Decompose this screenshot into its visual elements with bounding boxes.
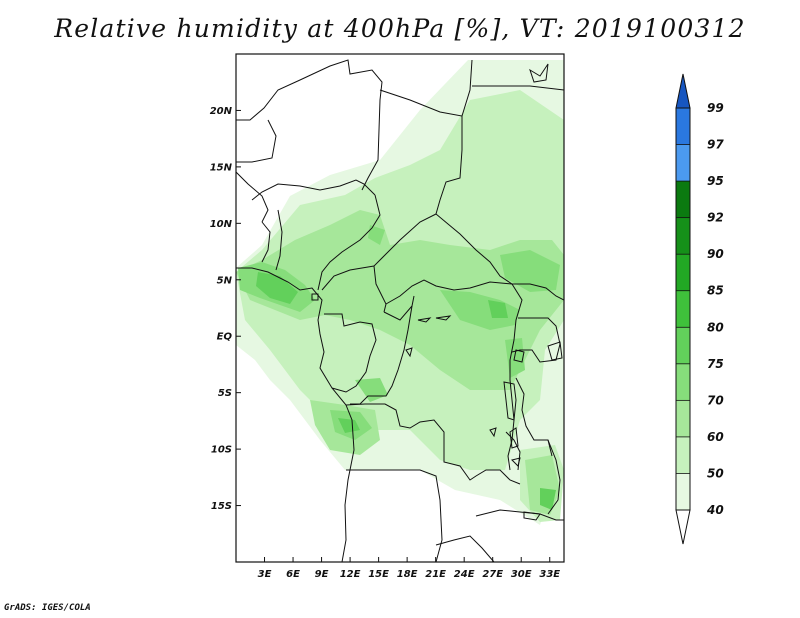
colorbar-label: 40 bbox=[706, 503, 724, 517]
x-tick-label: 33E bbox=[539, 569, 560, 580]
x-tick-label: 24E bbox=[454, 569, 475, 580]
colorbar-bin bbox=[676, 181, 690, 218]
humidity-region-75 bbox=[540, 488, 556, 510]
y-axis: 20N 15N 10N 5N EQ 5S 10S 15S bbox=[210, 106, 241, 512]
x-tick-label: 12E bbox=[340, 569, 361, 580]
x-tick-label: 30E bbox=[511, 569, 532, 580]
humidity-region-75 bbox=[488, 300, 508, 318]
colorbar-label: 99 bbox=[707, 101, 724, 115]
y-tick-label: EQ bbox=[217, 332, 233, 343]
y-tick-label: 5N bbox=[217, 275, 233, 286]
colorbar-bin bbox=[676, 108, 690, 145]
x-tick-label: 6E bbox=[286, 569, 300, 580]
y-tick-label: 5S bbox=[218, 388, 232, 399]
x-tick-label: 3E bbox=[258, 569, 272, 580]
colorbar-label: 80 bbox=[707, 320, 724, 334]
colorbar-label: 92 bbox=[707, 211, 724, 225]
x-tick-label: 15E bbox=[368, 569, 389, 580]
colorbar-label: 85 bbox=[707, 284, 724, 298]
x-tick-label: 9E bbox=[315, 569, 329, 580]
humidity-region-70 bbox=[440, 290, 520, 330]
colorbar-bin bbox=[676, 363, 690, 401]
colorbar-label: 97 bbox=[707, 138, 724, 152]
colorbar-bin bbox=[676, 290, 690, 328]
grads-credit: GrADS: IGES/COLA bbox=[4, 603, 91, 613]
colorbar-label: 90 bbox=[707, 247, 724, 261]
colorbar-bin bbox=[676, 144, 690, 182]
colorbar-bin bbox=[676, 327, 690, 364]
colorbar-bin bbox=[675, 73, 691, 109]
colorbar-label: 60 bbox=[707, 430, 724, 444]
x-tick-label: 18E bbox=[397, 569, 418, 580]
country-boundaries bbox=[236, 59, 564, 562]
y-tick-label: 20N bbox=[210, 106, 233, 117]
y-tick-label: 15N bbox=[210, 162, 233, 173]
x-tick-label: 27E bbox=[482, 569, 503, 580]
x-axis: 3E 6E 9E 12E 15E 18E 21E 24E 27E 30E 33E bbox=[258, 557, 560, 580]
colorbar-label: 70 bbox=[707, 393, 724, 407]
humidity-region-70 bbox=[368, 225, 385, 245]
y-tick-label: 15S bbox=[211, 501, 232, 512]
colorbar-bin bbox=[676, 254, 690, 291]
humidity-region-75 bbox=[338, 418, 360, 433]
colorbar-bin bbox=[676, 400, 690, 437]
humidity-region-70 bbox=[500, 250, 560, 292]
map-frame bbox=[235, 53, 565, 563]
humidity-shading bbox=[236, 60, 564, 525]
colorbar-label: 95 bbox=[707, 174, 724, 188]
colorbar-bin bbox=[675, 509, 691, 545]
colorbar-label: 75 bbox=[707, 357, 724, 371]
humidity-region-75 bbox=[256, 272, 298, 304]
y-tick-label: 10S bbox=[211, 445, 232, 456]
x-tick-label: 21E bbox=[425, 569, 446, 580]
colorbar-bin bbox=[676, 436, 690, 474]
colorbar: 40 50 60 70 75 80 85 90 92 95 97 99 bbox=[675, 73, 724, 545]
colorbar-bin bbox=[676, 473, 690, 510]
map-title: Relative humidity at 400hPa [%], VT: 201… bbox=[54, 14, 746, 43]
colorbar-bin bbox=[676, 217, 690, 255]
y-tick-label: 10N bbox=[210, 219, 233, 230]
colorbar-label: 50 bbox=[707, 466, 724, 480]
